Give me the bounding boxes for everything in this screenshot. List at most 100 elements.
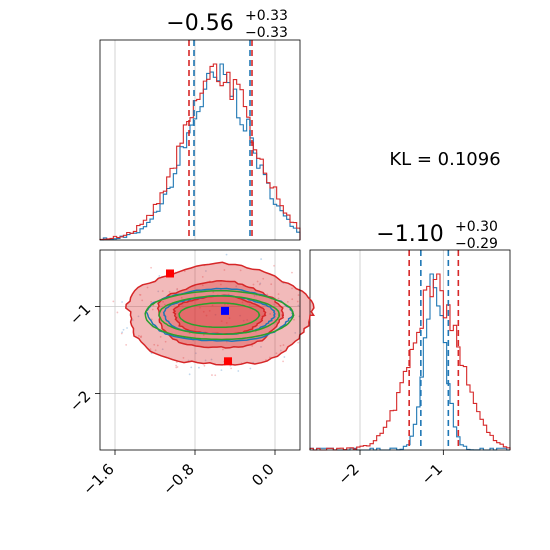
contour-green-level-7 <box>178 302 261 329</box>
sample-point <box>182 356 185 359</box>
sample-point <box>249 367 252 370</box>
sample-point <box>116 311 119 314</box>
y-title-upper: +0.30 <box>455 219 498 235</box>
sample-point <box>297 341 300 344</box>
sample-point <box>277 297 280 300</box>
sample-point <box>248 303 251 306</box>
x-tick-label: −0.8 <box>159 460 197 498</box>
contour-green-level-6 <box>158 295 281 336</box>
sample-point <box>161 348 164 351</box>
y-title-value: −1.10 <box>376 222 443 247</box>
sample-point <box>126 327 128 329</box>
sample-point <box>199 306 201 309</box>
marker-marker_red <box>224 357 232 366</box>
sample-point <box>163 303 166 306</box>
sample-point <box>131 319 134 321</box>
sample-point <box>149 348 152 351</box>
sample-point <box>262 277 265 280</box>
sample-point <box>151 308 154 311</box>
y-tick-label: −1 <box>66 300 94 328</box>
sample-point <box>256 280 259 283</box>
sample-point <box>121 301 123 303</box>
sample-point <box>237 370 240 372</box>
sample-point <box>162 300 164 303</box>
y-tick-label: −2 <box>66 387 94 415</box>
sample-point <box>282 360 284 363</box>
sample-point <box>220 320 223 323</box>
sample-point <box>158 275 161 277</box>
panel-y-histogram: −1.10 +0.30 −0.29 −2 −1 <box>309 219 511 488</box>
sample-point <box>273 303 276 306</box>
sample-point <box>201 275 204 278</box>
sample-point <box>112 300 115 303</box>
sample-point <box>297 294 300 296</box>
marker-marker_blue <box>221 306 229 315</box>
sample-point <box>159 335 162 338</box>
contour-green-level-5 <box>144 289 295 341</box>
histogram-series-red <box>309 273 511 451</box>
sample-point <box>175 366 178 369</box>
sample-point <box>137 315 140 318</box>
sample-point <box>153 343 156 346</box>
panel-joint-contour: −1.6 −0.8 0.0 −1 −2 <box>66 249 315 499</box>
sample-point <box>242 319 245 322</box>
sample-point <box>239 269 242 272</box>
sample-point <box>190 366 193 369</box>
sample-point <box>225 253 228 256</box>
sample-point <box>139 335 142 338</box>
x-tick-label: −2 <box>334 460 362 488</box>
sample-point <box>214 313 217 316</box>
sample-point <box>273 264 275 267</box>
sample-point <box>161 290 164 292</box>
sample-point <box>202 334 205 336</box>
sample-point <box>188 373 191 376</box>
sample-point <box>293 318 295 321</box>
sample-point <box>269 356 271 359</box>
sample-point <box>194 352 197 355</box>
sample-point <box>294 332 297 334</box>
sample-point <box>141 299 144 302</box>
sample-point <box>211 374 213 376</box>
histogram-series-red <box>99 63 301 240</box>
sample-point <box>146 286 149 289</box>
sample-point <box>253 295 256 297</box>
sample-point <box>239 314 242 317</box>
sample-point <box>176 287 179 290</box>
sample-point <box>180 296 183 299</box>
sample-point <box>279 349 282 352</box>
sample-point <box>188 332 191 335</box>
sample-point <box>208 309 211 312</box>
panel-frame <box>99 249 301 451</box>
sample-point <box>150 300 153 303</box>
x-title-lower: −0.33 <box>245 25 288 41</box>
sample-point <box>157 290 160 293</box>
sample-point <box>205 314 208 317</box>
x-title-upper: +0.33 <box>245 8 288 24</box>
sample-point <box>241 301 244 304</box>
sample-point <box>220 369 223 372</box>
x-tick-label: −1.6 <box>79 460 117 498</box>
sample-point <box>125 343 128 346</box>
panel-frame <box>99 39 301 241</box>
x-tick-label: 0.0 <box>248 460 278 490</box>
sample-point <box>229 364 232 367</box>
marker-marker_red <box>166 269 174 278</box>
sample-point <box>156 344 159 347</box>
sample-point <box>201 284 204 287</box>
sample-point <box>221 348 224 351</box>
sample-point <box>122 328 125 331</box>
sample-point <box>297 304 300 307</box>
sample-point <box>121 331 124 334</box>
sample-point <box>175 364 178 367</box>
sample-point <box>202 310 205 313</box>
sample-point <box>211 304 214 307</box>
sample-point <box>198 366 200 369</box>
sample-point <box>260 258 263 260</box>
sample-point <box>152 304 155 307</box>
sample-point <box>168 290 171 293</box>
sample-point <box>277 293 280 296</box>
sample-point <box>212 291 215 294</box>
sample-point <box>251 344 254 347</box>
sample-point <box>283 356 286 358</box>
